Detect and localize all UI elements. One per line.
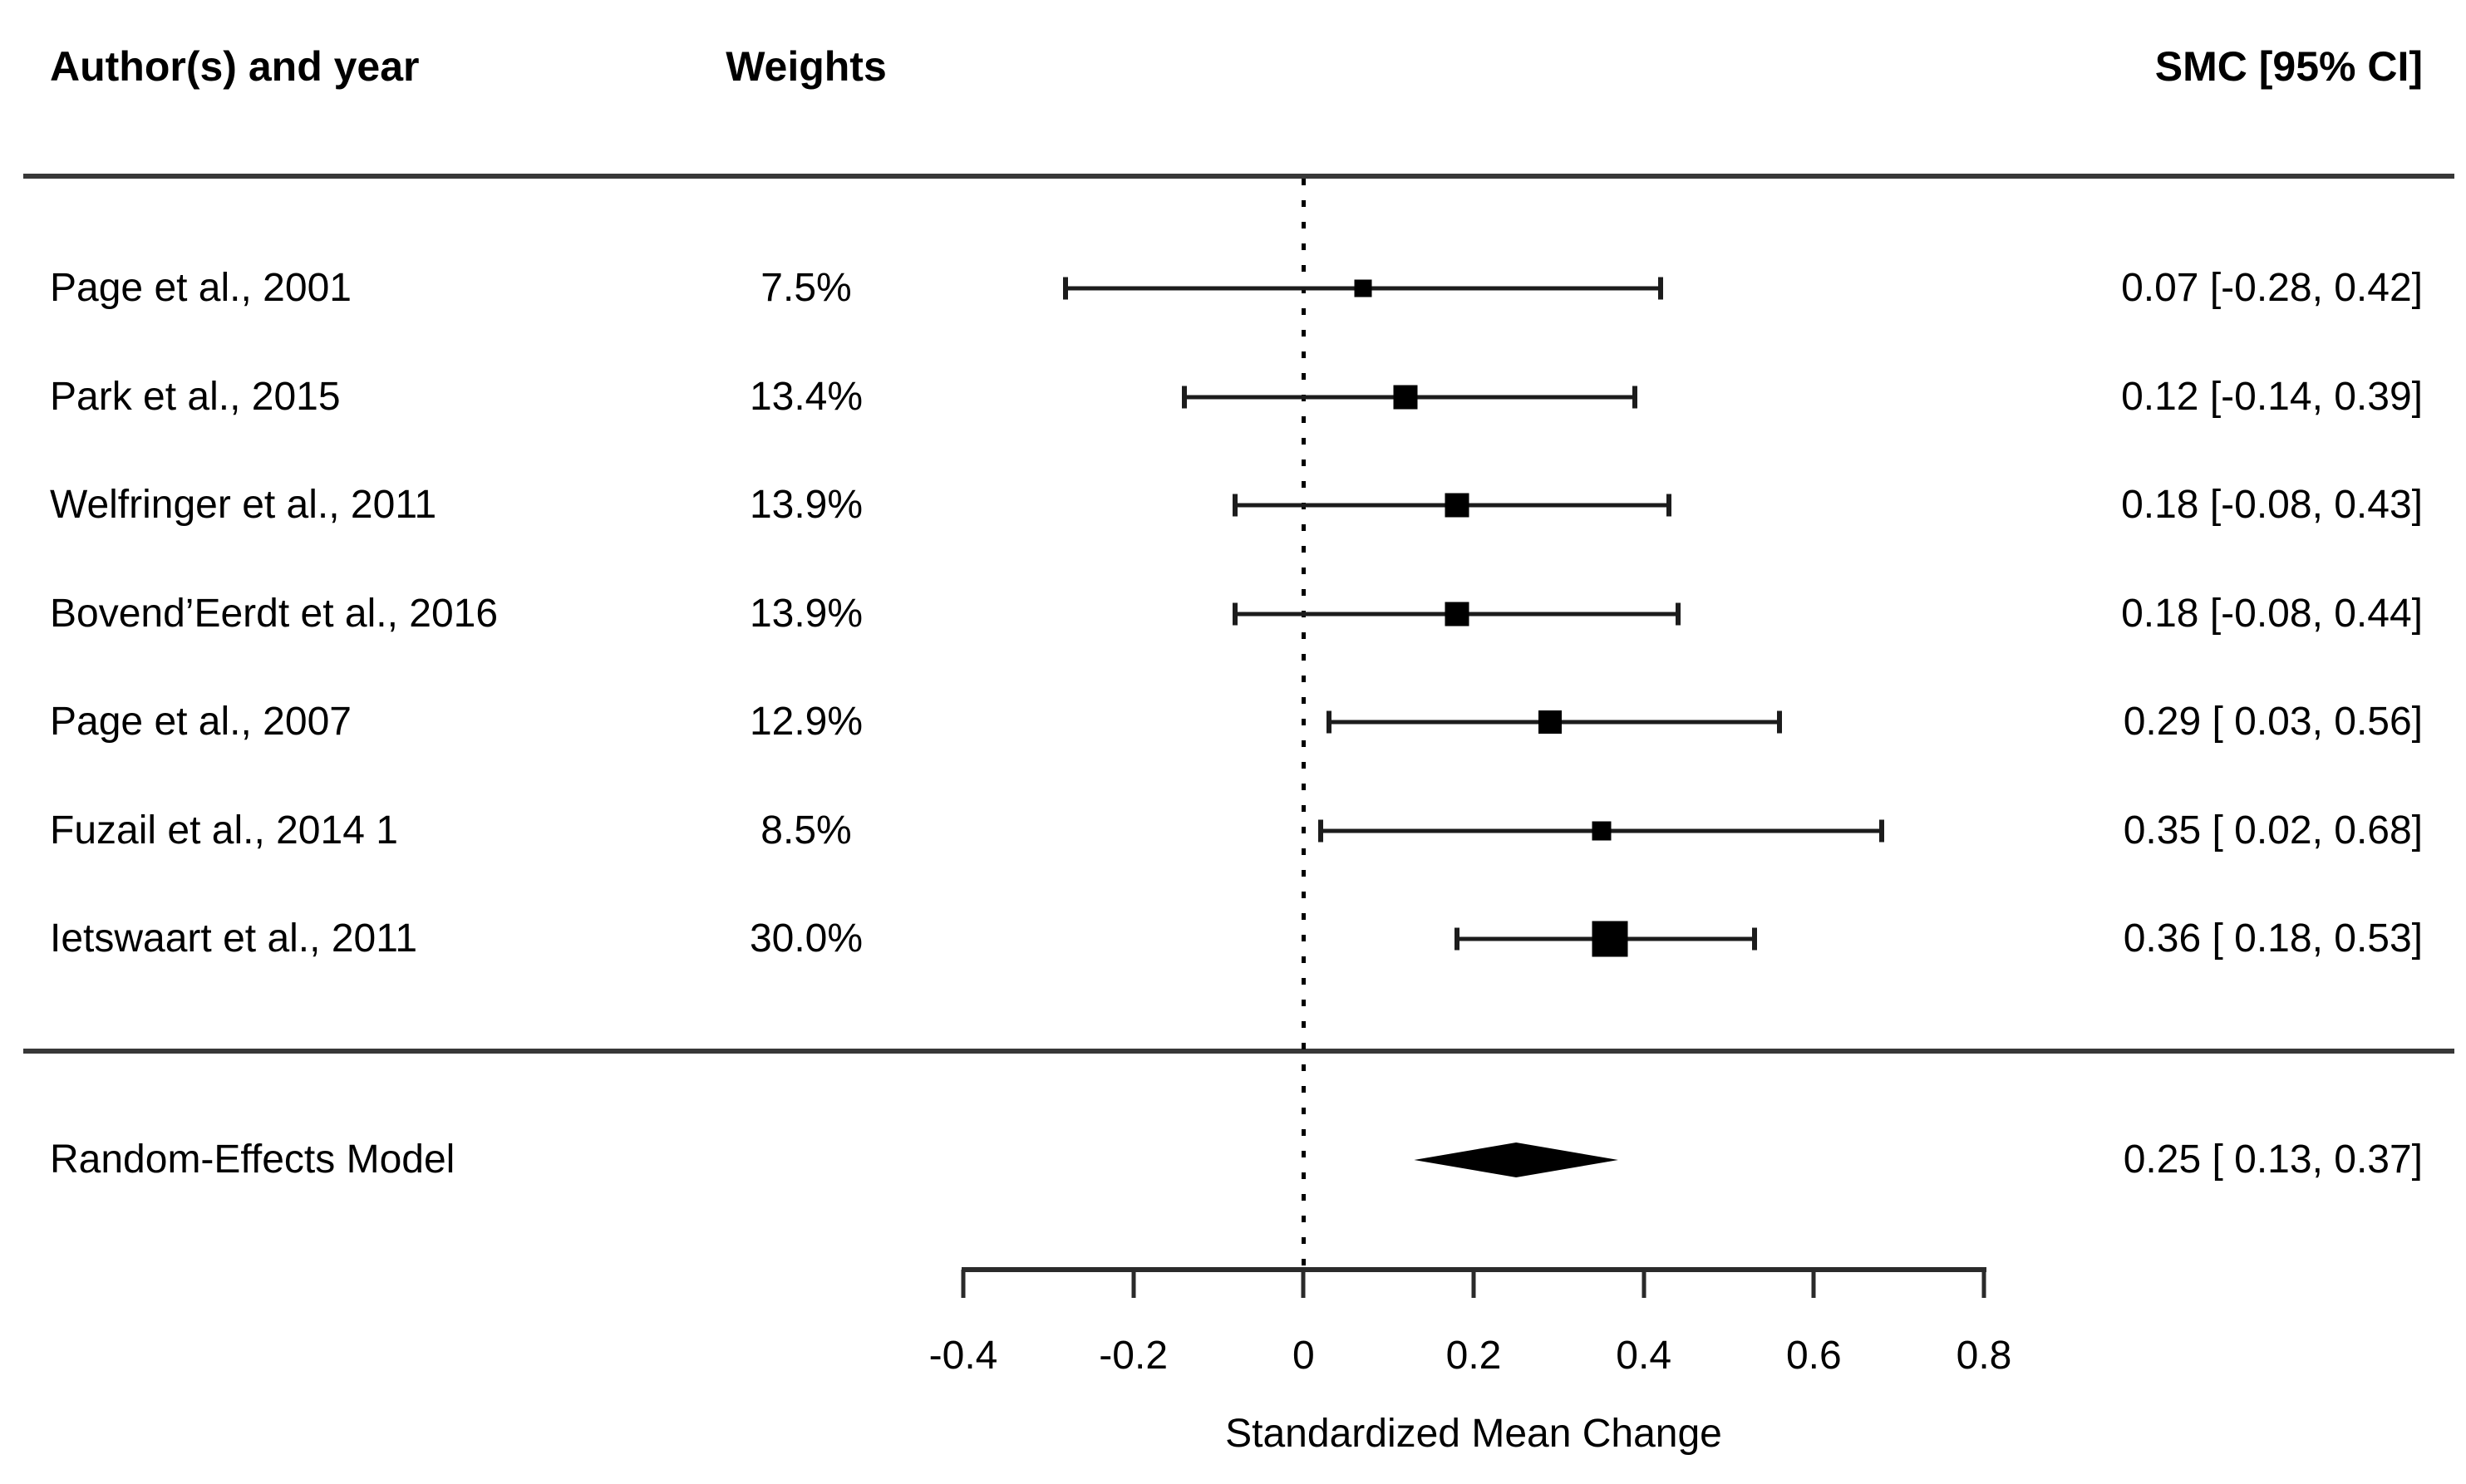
column-header-smc: SMC [95% CI] [2154, 43, 2423, 90]
x-axis-tick-label: 0.8 [1956, 1334, 2012, 1378]
study-smc-value: 0.18 [-0.08, 0.44] [2121, 591, 2423, 636]
study-weight: 30.0% [749, 916, 864, 961]
study-label: Bovend’Eerdt et al., 2016 [50, 591, 499, 636]
ci-cap-left [1233, 494, 1238, 517]
summary-smc-value: 0.25 [ 0.13, 0.37] [2123, 1138, 2423, 1182]
study-weight: 8.5% [760, 808, 852, 853]
ci-cap-right [1751, 927, 1757, 951]
study-weight: 13.4% [749, 374, 864, 419]
summary-label: Random-Effects Model [50, 1138, 455, 1182]
estimate-square [1445, 602, 1469, 626]
estimate-square [1354, 279, 1372, 297]
study-weight: 7.5% [760, 266, 852, 310]
estimate-square [1538, 710, 1563, 734]
estimate-square [1393, 385, 1418, 409]
ci-cap-left [1182, 386, 1188, 408]
study-label: Ietswaart et al., 2011 [50, 916, 418, 961]
x-axis-tick [1131, 1270, 1136, 1298]
study-smc-value: 0.18 [-0.08, 0.43] [2121, 483, 2423, 527]
ci-cap-left [1454, 927, 1459, 951]
ci-cap-left [1062, 277, 1068, 300]
x-axis-tick-label: -0.4 [928, 1334, 998, 1378]
study-label: Welfringer et al., 2011 [50, 483, 437, 527]
estimate-square [1592, 821, 1611, 840]
ci-cap-left [1317, 819, 1323, 842]
ci-cap-right [1777, 710, 1783, 734]
study-label: Page et al., 2001 [50, 266, 352, 310]
x-axis-tick-label: 0.2 [1445, 1334, 1502, 1378]
x-axis-tick-label: 0.6 [1785, 1334, 1842, 1378]
x-axis-tick [1981, 1270, 1986, 1298]
column-header-weights: Weights [726, 43, 887, 90]
x-axis-tick-label: 0 [1292, 1334, 1315, 1378]
ci-cap-right [1675, 602, 1681, 625]
x-axis-tick-label: -0.2 [1099, 1334, 1169, 1378]
ci-cap-left [1233, 602, 1238, 625]
study-weight: 12.9% [749, 700, 864, 744]
study-weight: 13.9% [749, 591, 864, 636]
x-axis-tick [1642, 1270, 1646, 1298]
ci-cap-right [1879, 819, 1885, 842]
x-axis-title: Standardized Mean Change [1225, 1412, 1722, 1456]
x-axis-tick [1471, 1270, 1476, 1298]
study-label: Park et al., 2015 [50, 374, 341, 419]
summary-diamond [1414, 1142, 1618, 1177]
summary-divider-line [23, 1049, 2454, 1054]
ci-cap-right [1658, 277, 1664, 300]
column-header-authors: Author(s) and year [50, 43, 420, 90]
x-axis-tick [1811, 1270, 1816, 1298]
study-smc-value: 0.35 [ 0.02, 0.68] [2123, 808, 2423, 853]
x-axis-tick [961, 1270, 966, 1298]
estimate-square [1445, 493, 1469, 518]
study-weight: 13.9% [749, 483, 864, 527]
ci-cap-right [1666, 494, 1672, 517]
study-smc-value: 0.29 [ 0.03, 0.56] [2123, 700, 2423, 744]
ci-cap-right [1632, 386, 1638, 408]
study-smc-value: 0.36 [ 0.18, 0.53] [2123, 916, 2423, 961]
header-divider-line [23, 174, 2454, 179]
ci-cap-left [1327, 710, 1332, 734]
zero-reference-line [1302, 179, 1306, 1270]
study-smc-value: 0.07 [-0.28, 0.42] [2121, 266, 2423, 310]
study-label: Page et al., 2007 [50, 700, 352, 744]
x-axis-tick [1301, 1270, 1306, 1298]
estimate-square [1592, 921, 1628, 957]
study-smc-value: 0.12 [-0.14, 0.39] [2121, 374, 2423, 419]
x-axis-tick-label: 0.4 [1616, 1334, 1672, 1378]
study-label: Fuzail et al., 2014 1 [50, 808, 398, 853]
